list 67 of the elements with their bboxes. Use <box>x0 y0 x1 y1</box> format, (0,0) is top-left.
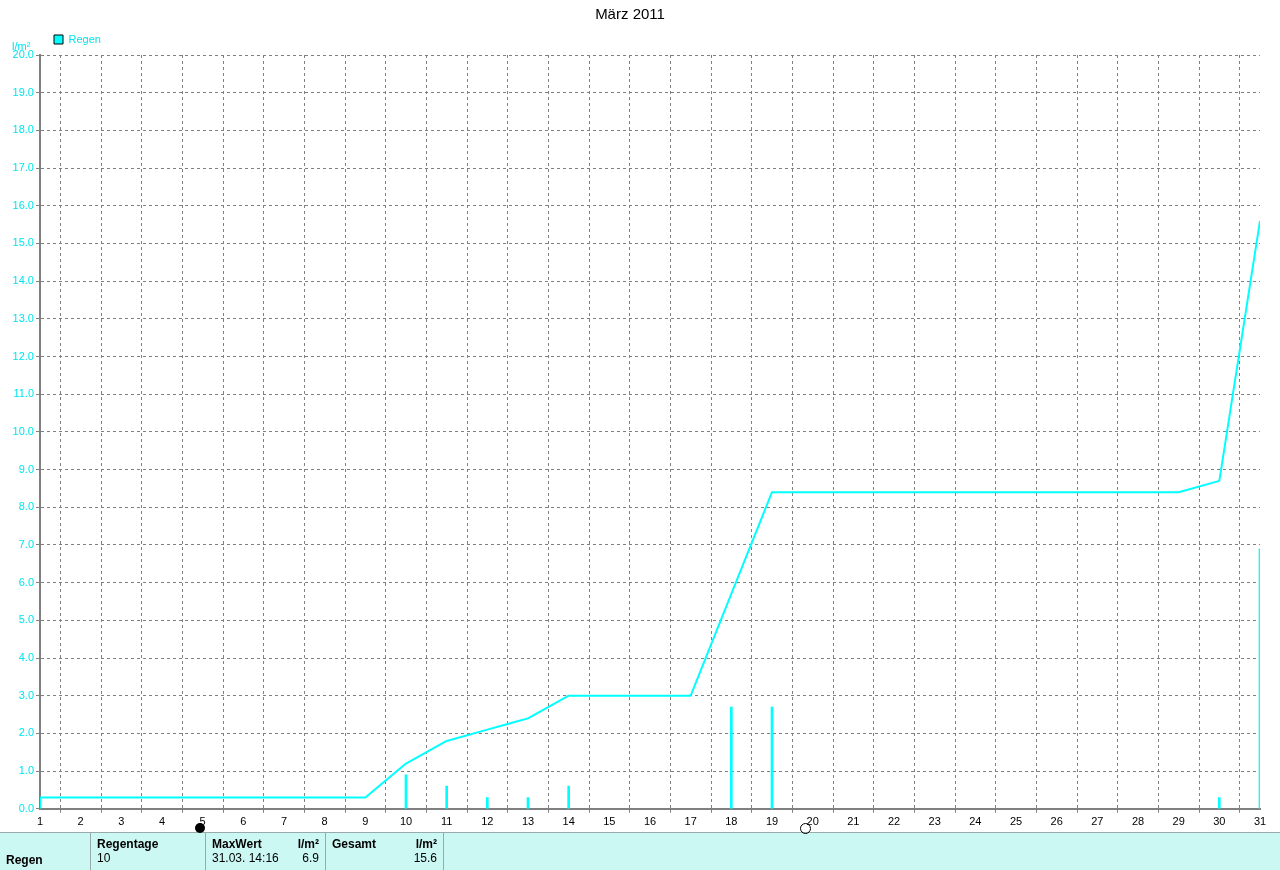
x-tick-label: 9 <box>362 815 369 828</box>
x-tick-label: 23 <box>928 815 941 828</box>
text: l/m² <box>297 837 319 851</box>
y-tick-label: 3.0 <box>18 688 34 701</box>
x-tick-label: 3 <box>118 815 125 828</box>
y-tick-label: 19.0 <box>12 85 34 98</box>
text: l/m² <box>415 837 437 851</box>
text: Gesamt <box>332 837 377 851</box>
bar <box>445 785 448 809</box>
text: 6.9 <box>302 851 319 865</box>
bar <box>486 797 489 809</box>
y-tick-label: 11.0 <box>13 387 34 400</box>
x-tick-label: 11 <box>440 815 453 828</box>
y-tick-label: 0.0 <box>18 801 34 814</box>
legend-label: Regen <box>68 32 101 45</box>
x-tick-label: 22 <box>887 815 901 828</box>
y-tick-label: 12.0 <box>12 349 34 362</box>
text: 15.6 <box>412 851 437 865</box>
y-tick-label: 10.0 <box>12 424 34 437</box>
x-tick-label: 18 <box>725 815 738 828</box>
x-tick-label: 31 <box>1253 815 1267 828</box>
y-tick-label: 2.0 <box>18 726 34 739</box>
y-tick-label: 16.0 <box>12 198 34 211</box>
x-tick-label: 21 <box>847 815 860 828</box>
x-tick-label: 6 <box>240 815 247 828</box>
x-tick-label: 8 <box>321 815 328 828</box>
y-tick-label: 7.0 <box>18 538 34 550</box>
y-tick-label: 1.0 <box>18 764 34 777</box>
x-tick-label: 30 <box>1213 815 1226 828</box>
x-tick-label: 10 <box>399 815 413 828</box>
bar <box>730 706 733 809</box>
x-tick-label: 24 <box>969 815 982 828</box>
x-tick-label: 2 <box>77 815 84 828</box>
x-tick-label: 13 <box>521 815 535 828</box>
x-tick-label: 19 <box>765 815 779 828</box>
y-tick-label: 6.0 <box>18 575 34 588</box>
chart-title: März 2011 <box>595 5 665 23</box>
x-tick-label: 17 <box>684 815 697 828</box>
x-tick-label: 26 <box>1050 815 1063 828</box>
x-tick-label: 20 <box>806 815 819 828</box>
y-tick-label: 18.0 <box>12 123 34 136</box>
text: Regentage <box>97 836 160 851</box>
y-tick-label: 14.0 <box>12 274 34 287</box>
y-tick-label: 15.0 <box>12 236 34 249</box>
x-tick-label: 14 <box>562 815 575 828</box>
y-tick-label: 9.0 <box>18 462 34 475</box>
text: 31.03. 14:16 <box>212 851 279 865</box>
x-tick-label: 15 <box>603 815 616 828</box>
x-tick-label: 27 <box>1091 815 1104 828</box>
x-tick-label: 28 <box>1131 815 1145 828</box>
x-tick-label: 12 <box>481 815 494 828</box>
y-tick-label: 13.0 <box>12 311 34 324</box>
x-tick-label: 7 <box>280 815 288 828</box>
text: 10 <box>97 851 112 865</box>
y-tick-label: 4.0 <box>18 651 34 664</box>
x-tick-label: 4 <box>158 815 166 828</box>
x-tick-label: 25 <box>1009 815 1023 828</box>
y-tick-label: 17.0 <box>12 161 34 174</box>
text: Regen <box>5 852 44 869</box>
text: MaxWert <box>212 837 262 851</box>
x-tick-label: 29 <box>1172 815 1185 828</box>
x-tick-label: 16 <box>643 815 657 828</box>
bar <box>1218 797 1221 809</box>
x-tick-label: 1 <box>36 815 44 828</box>
y-tick-label: 5.0 <box>18 613 34 626</box>
y-tick-label: 8.0 <box>18 500 34 513</box>
bar <box>567 785 570 809</box>
